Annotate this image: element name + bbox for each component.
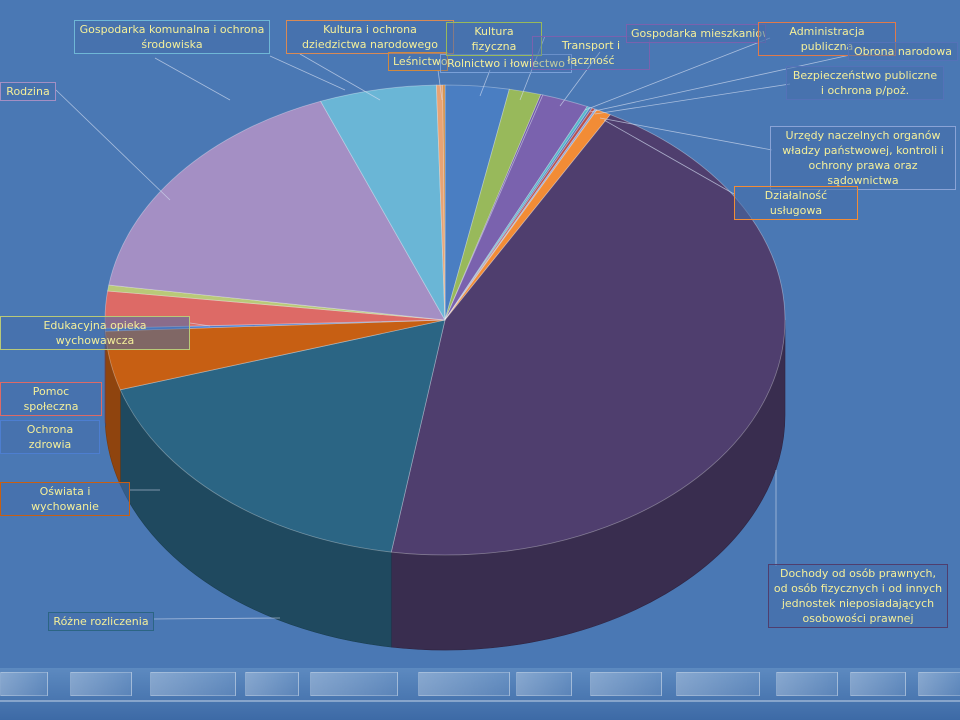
footer-band	[0, 668, 960, 720]
label-edukacyjna: Edukacyjna opieka wychowawcza	[0, 316, 190, 350]
pie-slice	[320, 84, 446, 321]
pie-slice	[444, 84, 510, 321]
leader-line	[189, 322, 211, 327]
pie-slice	[444, 88, 542, 321]
label-rodzina: Rodzina	[0, 82, 56, 101]
label-rozne: Różne rozliczenia	[48, 612, 154, 631]
pie-slice	[444, 94, 544, 321]
leader-line	[437, 69, 443, 101]
footer-tile	[918, 672, 960, 696]
footer-tile	[676, 672, 760, 696]
label-kultura-dziedzictwo: Kultura i ochrona dziedzictwa narodowego	[286, 20, 454, 54]
leader-line	[603, 119, 735, 195]
leader-line	[584, 37, 771, 111]
footer-tile	[0, 672, 48, 696]
footer-tile	[516, 672, 572, 696]
leader-line	[594, 83, 791, 115]
pie-slice	[442, 84, 446, 321]
footer-tile	[70, 672, 132, 696]
footer-tile	[245, 672, 299, 696]
label-bezpieczenstwo: Bezpieczeństwo publiczne i ochrona p/poż…	[786, 66, 944, 100]
label-rolnictwo: Rolnictwo i łowiectwo	[440, 54, 572, 73]
leader-line	[153, 617, 281, 620]
footer-line	[0, 700, 960, 702]
footer-tile	[850, 672, 906, 696]
pie-slice	[107, 284, 446, 321]
label-oswiata: Oświata i wychowanie	[0, 482, 130, 516]
pie-slice	[444, 109, 611, 321]
label-urzedy: Urzędy naczelnych organów władzy państwo…	[770, 126, 956, 190]
label-gospodarka-mieszkaniowa: Gospodarka mieszkaniowa	[626, 24, 766, 43]
leader-line	[589, 54, 851, 113]
footer-tile	[590, 672, 662, 696]
label-pomoc: Pomoc społeczna	[0, 382, 102, 416]
label-ochrona-zdrowia: Ochrona zdrowia	[0, 420, 100, 454]
footer-tile	[310, 672, 398, 696]
footer-tile	[776, 672, 838, 696]
label-dochody: Dochody od osób prawnych, od osób fizycz…	[768, 564, 948, 628]
footer-tile	[150, 672, 236, 696]
leader-line	[299, 53, 381, 101]
label-gospodarka-komunalna: Gospodarka komunalna i ochrona środowisk…	[74, 20, 270, 54]
label-lesnictwo: Leśnictwo	[388, 52, 448, 71]
pie-sides	[104, 319, 786, 651]
label-kultura-fizyczna: Kultura fizyczna	[446, 22, 542, 56]
leader-line	[599, 117, 773, 151]
pie-tops	[104, 84, 786, 556]
pie-slice	[390, 114, 786, 556]
leader-line	[154, 57, 231, 101]
label-obrona: Obrona narodowa	[848, 42, 958, 61]
pie-slice	[444, 108, 598, 321]
pie-slice	[119, 319, 446, 553]
leader-line	[559, 51, 601, 107]
pie-slice	[444, 107, 596, 321]
leader-line	[479, 69, 491, 97]
leader-line	[55, 89, 171, 201]
leader-line	[269, 55, 346, 91]
pie-slice	[444, 106, 591, 321]
leader-lines	[55, 35, 851, 620]
label-dzialalnosc: Działalność usługowa	[734, 186, 858, 220]
footer-tile	[418, 672, 510, 696]
pie-slice	[444, 94, 588, 321]
pie-slice	[108, 100, 446, 321]
